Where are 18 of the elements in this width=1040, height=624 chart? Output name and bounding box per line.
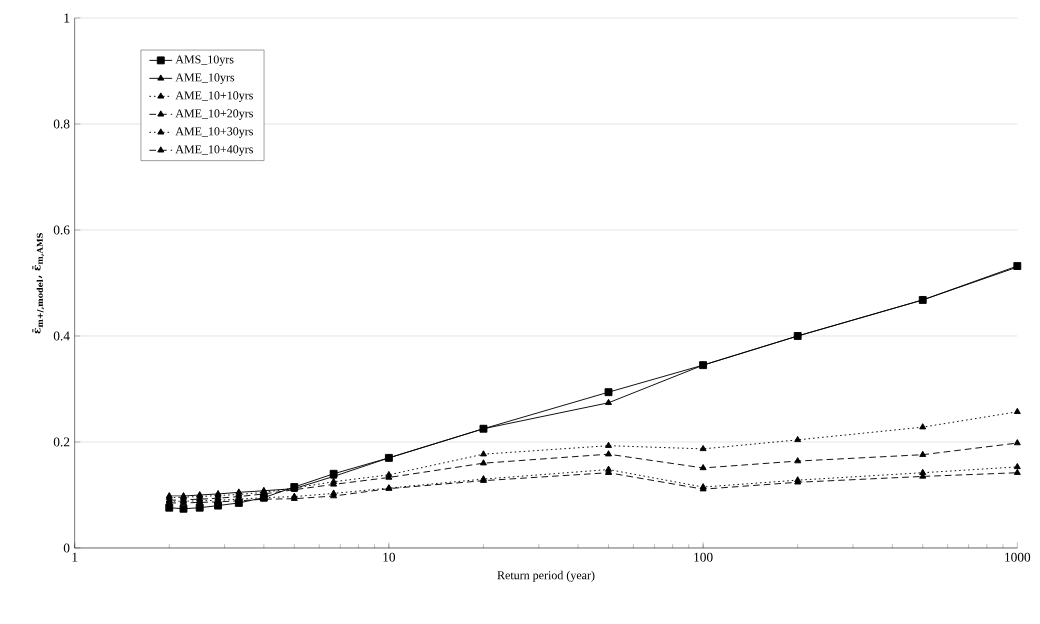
legend-label: AME_10yrs	[175, 73, 235, 84]
legend-label: AMS_10yrs	[175, 55, 234, 66]
legend-label: AME_10+20yrs	[175, 109, 253, 120]
x-axis-title: Return period (year)	[497, 570, 595, 582]
y-tick-label: 0	[63, 543, 70, 553]
legend-label: AME_10+10yrs	[175, 91, 253, 102]
y-tick-label: 0.8	[53, 119, 70, 129]
y-tick-label: 0.4	[53, 331, 70, 341]
legend-label: AME_10+40yrs	[175, 145, 253, 156]
y-axis-title: ε̄$_{m+/,model}$, ε̄$_{m,AMS}$	[32, 233, 45, 334]
x-tick-label: 1000	[1005, 552, 1031, 562]
y-tick-label: 0.2	[53, 437, 70, 447]
x-tick-label: 100	[694, 552, 713, 562]
y-tick-label: 0.6	[53, 225, 70, 235]
x-tick-label: 10	[383, 552, 396, 562]
x-tick-label: 1	[72, 552, 78, 562]
y-tick-label: 1	[64, 13, 70, 23]
legend-label: AME_10+30yrs	[175, 127, 253, 138]
